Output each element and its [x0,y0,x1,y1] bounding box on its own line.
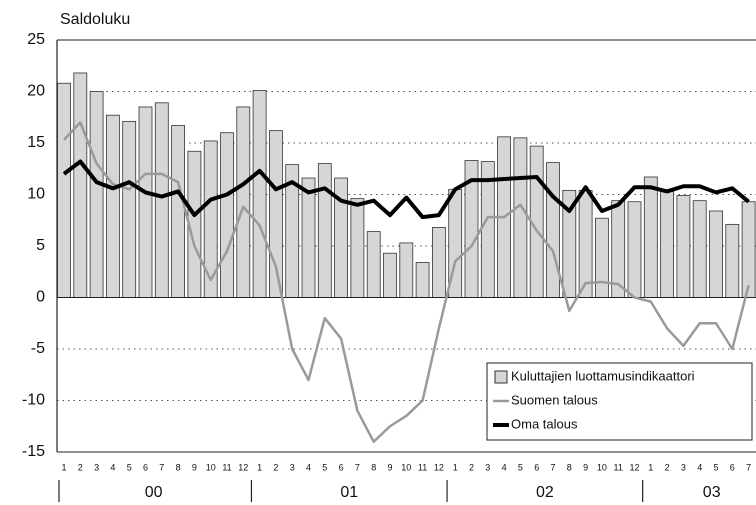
x-tick-label: 11 [222,462,231,472]
bar [725,223,740,298]
y-tick-label: 0 [36,289,45,306]
x-tick-label: 1 [648,462,653,472]
bar [415,262,430,298]
x-tick-label: 4 [110,462,115,472]
y-tick-label: -15 [22,443,45,460]
x-tick-label: 7 [746,462,751,472]
x-tick-label: 12 [434,462,444,472]
bar [236,106,251,298]
x-tick-label: 1 [257,462,262,472]
bar [106,114,120,298]
bar [513,137,528,298]
x-tick-label: 7 [355,462,360,472]
x-tick-label: 7 [159,462,164,472]
legend-label: Oma talous [511,416,578,431]
bar [122,120,137,298]
bar [171,125,186,298]
x-tick-label: 5 [518,462,523,472]
x-tick-label: 4 [697,462,702,472]
legend-label: Suomen talous [511,392,598,407]
y-axis-label: Saldoluku [60,11,130,28]
x-tick-label: 3 [485,462,490,472]
bar [399,242,414,298]
bar [301,177,316,298]
legend-box [486,362,753,441]
x-tick-label: 3 [290,462,295,472]
bar [252,90,267,298]
year-label: 00 [145,484,163,501]
x-tick-label: 6 [143,462,148,472]
x-tick-label: 12 [238,462,248,472]
x-tick-label: 9 [583,462,588,472]
bar [431,227,446,298]
x-tick-label: 9 [192,462,197,472]
x-tick-label: 10 [597,462,607,472]
bar [595,217,609,298]
y-tick-label: -5 [31,340,45,357]
bar [627,201,642,298]
bar [89,91,104,298]
x-tick-label: 5 [713,462,718,472]
x-tick-label: 6 [339,462,344,472]
x-tick-label: 8 [176,462,181,472]
y-tick-label: 20 [27,83,45,100]
bar [709,210,723,298]
legend-label: Kuluttajien luottamusindikaattori [511,368,695,383]
bar [57,82,71,298]
x-tick-label: 5 [127,462,132,472]
x-tick-label: 8 [371,462,376,472]
x-tick-label: 8 [567,462,572,472]
bar [220,132,234,298]
x-tick-label: 5 [322,462,327,472]
bar [546,162,560,298]
x-tick-label: 1 [61,462,66,472]
x-tick-label: 7 [550,462,555,472]
line [62,159,750,220]
x-tick-label: 2 [78,462,83,472]
bar [350,198,365,298]
legend-swatch [494,370,508,384]
year-label: 01 [340,484,358,501]
x-tick-label: 12 [629,462,639,472]
bar [73,72,88,298]
x-tick-label: 1 [453,462,458,472]
x-tick-label: 11 [614,462,623,472]
x-tick-label: 9 [387,462,392,472]
bar [366,231,381,298]
x-tick-label: 3 [681,462,686,472]
line [63,121,750,443]
x-tick-label: 2 [273,462,278,472]
x-tick-label: 2 [469,462,474,472]
x-tick-label: 2 [665,462,670,472]
y-tick-label: 25 [27,31,45,48]
y-tick-label: -10 [22,392,45,409]
x-tick-label: 4 [306,462,311,472]
year-label: 03 [703,484,721,501]
bar [578,189,593,298]
bar [383,252,397,298]
x-tick-label: 10 [206,462,216,472]
x-tick-label: 4 [502,462,507,472]
x-tick-label: 11 [418,462,427,472]
y-tick-label: 15 [27,134,45,151]
x-tick-label: 3 [94,462,99,472]
y-tick-label: 10 [27,186,45,203]
bar [692,200,707,298]
x-tick-label: 6 [730,462,735,472]
y-tick-label: 5 [36,237,45,254]
x-tick-label: 6 [534,462,539,472]
bar [154,102,169,298]
year-label: 02 [536,484,554,501]
bar [660,191,674,298]
bar [317,163,332,298]
bar [643,176,658,298]
bar [676,195,691,298]
bar [138,106,153,298]
bar [741,201,756,298]
x-tick-label: 10 [401,462,411,472]
